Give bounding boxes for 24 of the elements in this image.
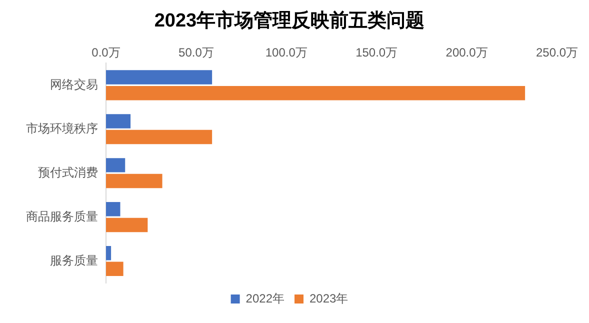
bar (106, 218, 148, 232)
bar (106, 70, 212, 84)
x-tick-label: 200.0万 (446, 45, 488, 60)
bar (106, 158, 126, 172)
bar (106, 130, 212, 144)
bar (106, 86, 526, 100)
x-tick-label: 50.0万 (178, 45, 214, 60)
x-tick-label: 250.0万 (536, 45, 578, 60)
legend-label: 2023年 (310, 291, 348, 306)
bar (106, 246, 112, 260)
x-tick-label: 100.0万 (265, 45, 308, 60)
y-tick-label: 市场环境秩序 (26, 121, 98, 136)
chart-title: 2023年市场管理反映前五类问题 (154, 10, 425, 32)
bar (106, 202, 120, 216)
y-tick-label: 服务质量 (50, 253, 98, 268)
bar (106, 114, 131, 128)
x-tick-label: 150.0万 (356, 45, 398, 60)
bar (106, 174, 162, 188)
legend-label: 2022年 (246, 291, 285, 306)
y-tick-label: 预付式消费 (38, 165, 98, 180)
y-tick-label: 网络交易 (50, 77, 98, 92)
y-tick-label: 商品服务质量 (26, 209, 98, 224)
x-tick-label: 0.0万 (92, 45, 120, 60)
bar (106, 262, 124, 276)
